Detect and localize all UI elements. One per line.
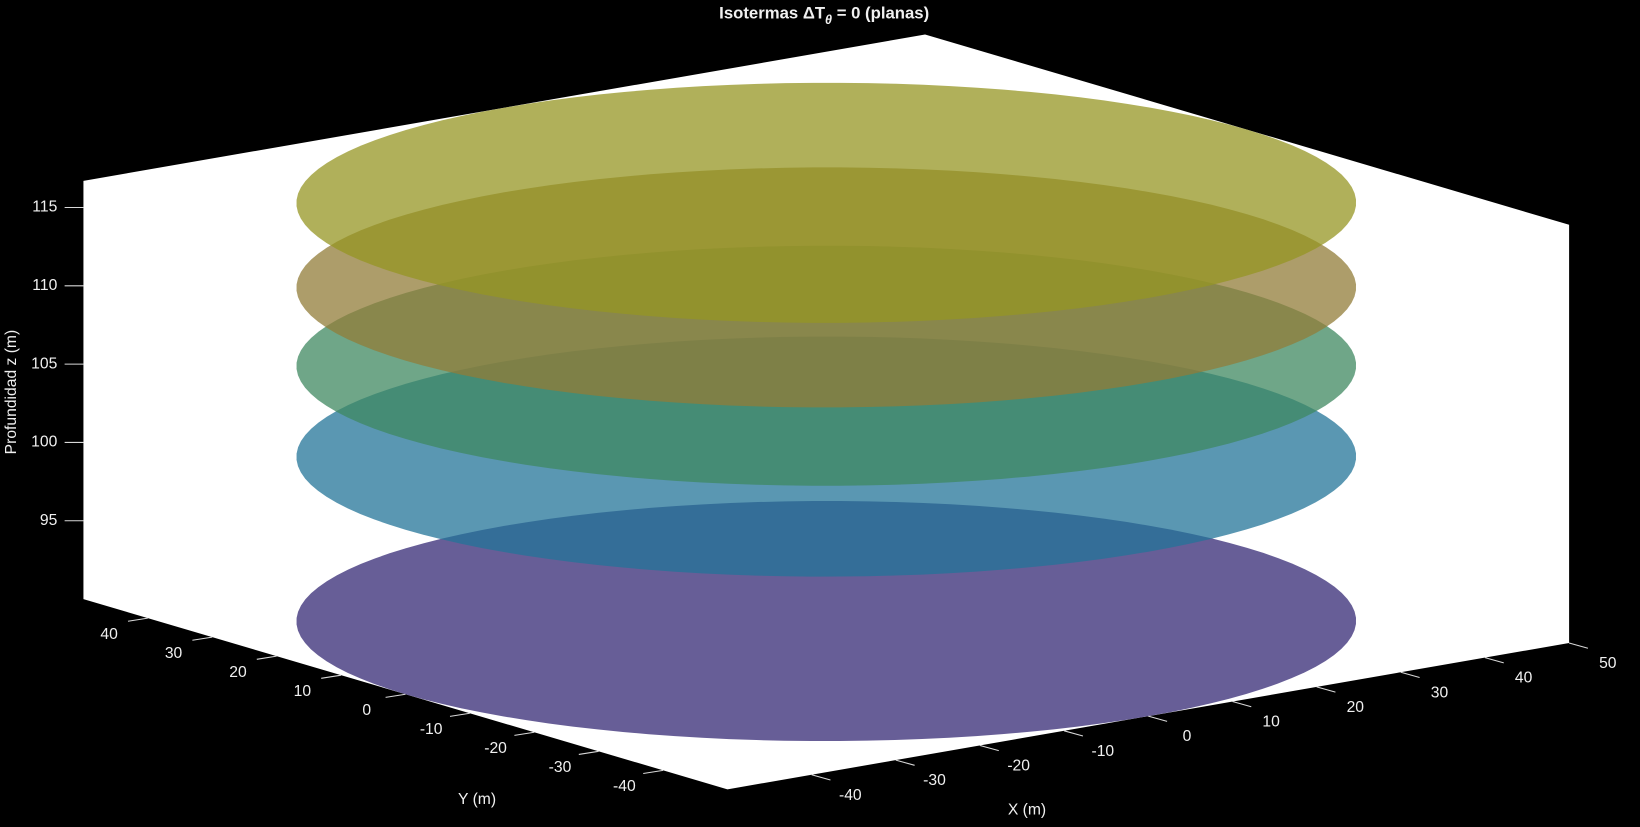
y-tick-label: -30: [549, 759, 572, 776]
x-tick-label: -40: [839, 787, 862, 804]
y-tick-label: -40: [613, 778, 636, 795]
y-tick: [449, 712, 470, 717]
x-axis-label: X (m): [1008, 801, 1046, 818]
x-tick-label: 20: [1347, 699, 1365, 716]
title-subscript: θ: [825, 13, 832, 27]
x-tick-label: 30: [1431, 684, 1449, 701]
y-tick: [643, 769, 664, 774]
z-tick-label: 110: [32, 277, 57, 294]
x-tick-label: 10: [1262, 714, 1280, 731]
disks: [296, 82, 1356, 742]
x-tick: [895, 759, 915, 766]
y-tick-label: 20: [229, 664, 247, 681]
y-axis-label: Y (m): [458, 791, 496, 808]
y-tick: [127, 617, 148, 622]
isotherm-disk: [296, 501, 1356, 742]
x-tick: [1148, 715, 1168, 722]
x-tick: [1232, 701, 1252, 708]
isotherm-disk: [296, 82, 1356, 323]
axes: 95100105110115-40-30-20-1001020304050-40…: [31, 199, 1617, 804]
x-tick: [1316, 686, 1336, 693]
x-tick: [811, 774, 831, 781]
x-tick: [1484, 657, 1504, 664]
y-tick: [578, 750, 599, 755]
y-tick: [256, 655, 277, 660]
title-rest: = 0 (planas): [832, 4, 929, 23]
x-tick-label: 50: [1599, 655, 1617, 672]
z-tick-label: 105: [31, 355, 57, 372]
y-tick: [385, 693, 406, 698]
x-tick: [1063, 730, 1084, 737]
x-tick-label: -20: [1007, 758, 1030, 775]
y-tick: [321, 674, 342, 679]
x-tick-label: 40: [1515, 670, 1533, 687]
x-tick: [1568, 642, 1589, 649]
x-tick-label: 0: [1183, 728, 1192, 745]
x-tick-label: -10: [1091, 743, 1114, 760]
z-tick-label: 95: [40, 512, 58, 529]
y-tick-label: 40: [100, 626, 118, 643]
y-tick-label: 30: [165, 645, 183, 662]
y-tick-label: -10: [420, 721, 443, 738]
y-tick-label: 10: [294, 683, 312, 700]
y-tick-label: 0: [362, 702, 371, 719]
y-tick: [192, 636, 213, 641]
title-main: Isotermas ΔT: [719, 4, 826, 23]
y-tick-label: -20: [484, 740, 507, 757]
z-tick-label: 100: [31, 434, 57, 451]
x-tick-label: -30: [923, 772, 946, 789]
z-tick-label: 115: [32, 199, 57, 216]
x-tick: [979, 744, 999, 752]
z-axis-label: Profundidad z (m): [3, 330, 20, 455]
y-tick: [514, 731, 535, 736]
x-tick: [1400, 671, 1420, 678]
chart-title: Isotermas ΔTθ = 0 (planas): [719, 4, 929, 27]
